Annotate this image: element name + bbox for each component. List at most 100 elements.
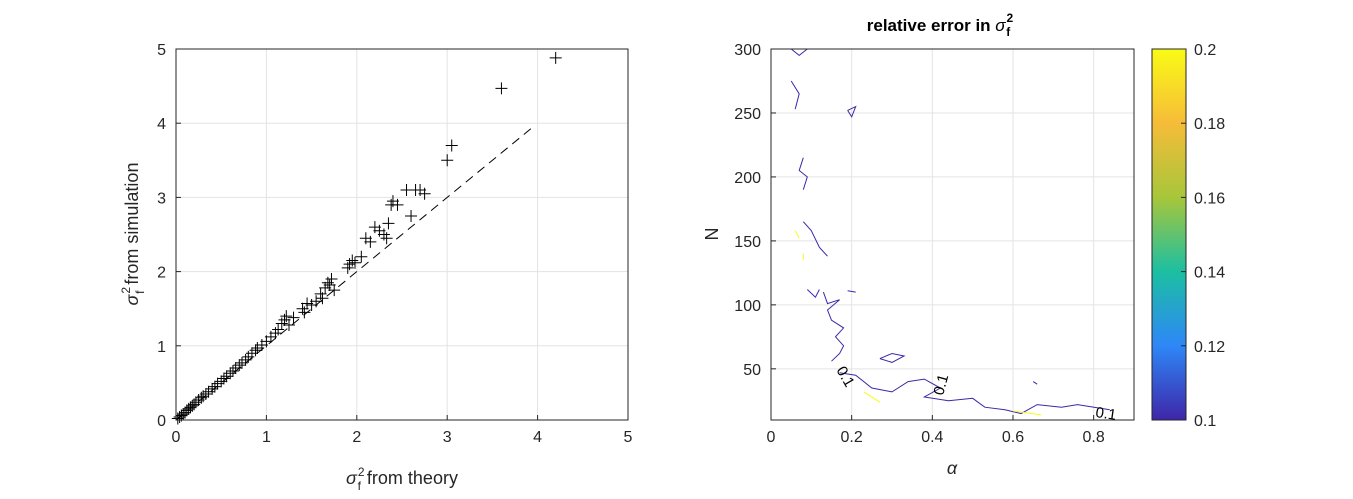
colorbar-tick-label: 0.16 [1194,190,1225,207]
colorbar-gradient [1151,48,1187,421]
scatter-x-tick-label: 5 [624,429,633,446]
contour-label-3: 0.1 [1094,404,1117,424]
contour-line [798,157,808,190]
scatter-ticks [175,48,629,421]
scatter-x-tick-label: 3 [443,429,452,446]
scatter-point [346,254,359,267]
scatter-point [199,388,212,401]
scatter-point [283,319,295,332]
scatter-axes: 0 1 2 3 4 5 0 1 2 3 4 5 σ2 f from theory σ2ffrom sim… [119,42,633,493]
scatter-point [206,382,219,395]
scatter-y-tick-label: 4 [157,116,166,133]
contour-y-tick-label: 250 [734,106,761,123]
colorbar-tick-label: 0.1 [1194,413,1216,430]
colorbar-tick-label: 0.12 [1194,339,1225,356]
scatter-point [217,372,230,385]
contour-line [790,48,808,57]
scatter-point [301,297,314,310]
contour-line [1012,410,1042,416]
contour-line [879,352,906,363]
scatter-point [298,306,311,319]
contour-line [863,391,881,403]
contour-x-tick-label: 0.4 [921,429,943,446]
contour-line [806,289,820,299]
scatter-y-tick-label: 1 [157,339,166,356]
colorbar-tick-label: 0.14 [1194,265,1225,282]
scatter-point [348,256,361,269]
scatter-y-tick-labels: 0 1 2 3 4 5 [157,42,166,430]
scatter-point [325,273,338,286]
contour-y-tick-label: 100 [734,298,761,315]
contour-x-tick-label: 0.2 [841,429,863,446]
scatter-point [380,232,393,245]
contour-ticks [770,48,1095,420]
scatter-point [233,359,246,372]
scatter-y-axis-label: σ2ffrom simulation [119,163,147,306]
colorbar: 0.1 0.12 0.14 0.16 0.18 0.2 [1151,42,1225,430]
scatter-y-tick-label: 2 [157,265,166,282]
contour-x-axis-label: α [947,458,958,478]
colorbar-tick-label: 0.18 [1194,116,1225,133]
scatter-point [549,51,562,64]
contour-x-tick-labels: 0 0.2 0.4 0.6 0.8 [767,429,1105,446]
contour-line [790,80,800,110]
colorbar-ticks [1181,48,1186,421]
scatter-point [405,209,418,222]
contour-y-tick-label: 300 [734,42,761,59]
scatter-x-tick-label: 1 [262,429,271,446]
scatter-x-axis-label: σ2 f from theory [346,465,458,493]
scatter-point [310,295,323,308]
contour-y-tick-labels: 50 100 150 200 250 300 [734,42,761,379]
scatter-x-tick-label: 0 [172,429,181,446]
scatter-point [441,154,454,167]
contour-line [794,230,800,239]
scatter-x-tick-labels: 0 1 2 3 4 5 [172,429,633,446]
scatter-point [382,217,395,230]
scatter-point [319,281,332,294]
contour-y-axis-label: N [702,228,722,241]
scatter-point [226,365,239,378]
contour-x-tick-label: 0.6 [1002,429,1024,446]
scatter-point [280,310,293,323]
scatter-point [316,292,329,305]
scatter-x-tick-label: 2 [352,429,361,446]
scatter-point [249,344,262,357]
scatter-grid [175,48,629,421]
contour-line [802,221,828,257]
scatter-point [208,380,221,393]
contour-x-tick-label: 0.8 [1083,429,1105,446]
scatter-point [391,198,404,211]
contour-y-tick-label: 200 [734,170,761,187]
scatter-point [418,187,431,200]
scatter-x-tick-label: 4 [533,429,542,446]
contour-lines [790,48,1110,416]
scatter-axes-box [175,48,629,421]
scatter-y-tick-label: 3 [157,190,166,207]
scatter-point [224,367,237,380]
scatter-point [287,311,300,324]
scatter-point [495,82,508,95]
scatter-y-tick-label: 0 [157,413,166,430]
colorbar-tick-label: 0.2 [1194,42,1216,59]
scatter-points [171,51,562,425]
contour-line [1032,381,1038,385]
contour-y-tick-label: 50 [743,362,761,379]
contour-axes-box [770,48,1135,421]
contour-title: relative error in σ2 f [867,11,1014,39]
scatter-point [445,139,458,152]
scatter-point [328,284,341,297]
contour-line [839,372,1110,415]
contour-line [822,291,845,362]
scatter-point [251,342,264,355]
contour-y-tick-label: 150 [734,234,761,251]
scatter-point [323,278,336,291]
scatter-y-tick-label: 5 [157,42,166,59]
contour-line [847,290,856,293]
colorbar-tick-labels: 0.1 0.12 0.14 0.16 0.18 0.2 [1194,42,1225,430]
scatter-point [215,375,228,388]
contour-plot-area [771,49,1134,420]
contour-label-2: 0.1 [930,372,952,397]
scatter-point [239,353,252,366]
contour-line [847,105,857,118]
